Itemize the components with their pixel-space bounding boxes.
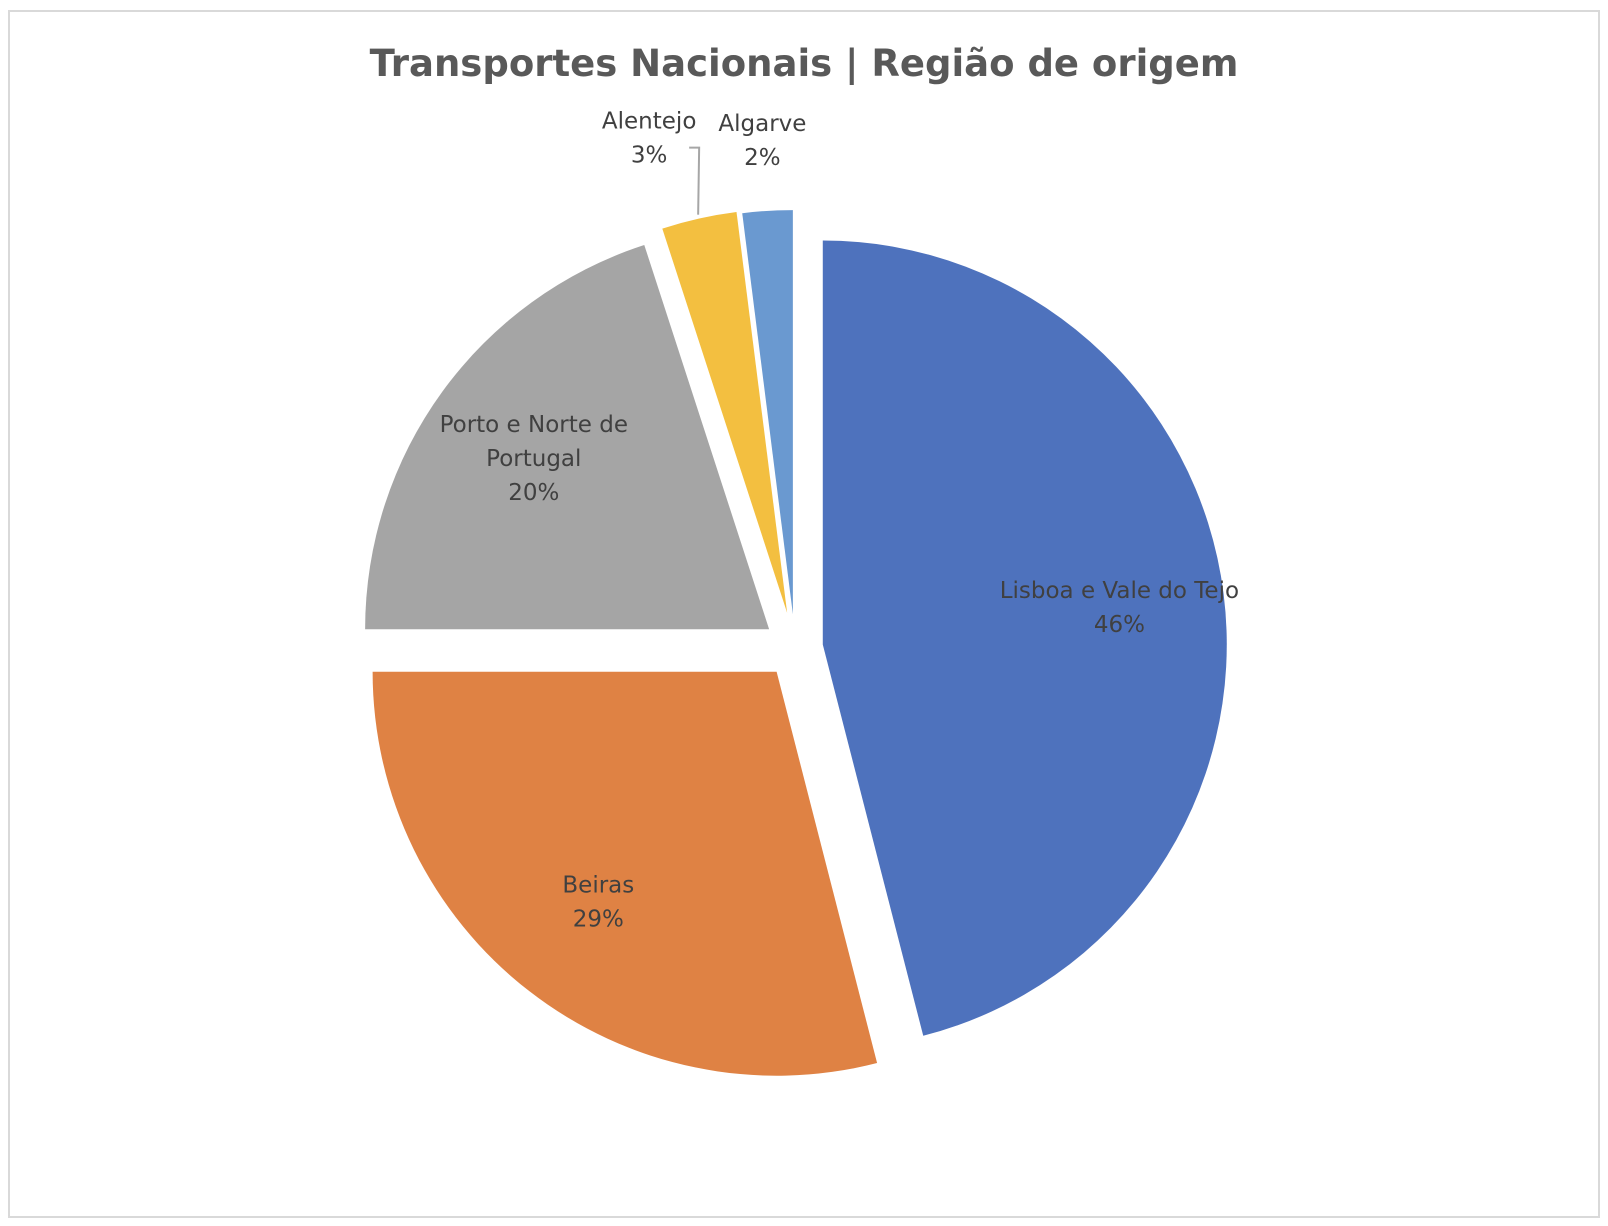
- pie-slice-porto-e-norte-de-portugal: [365, 244, 770, 630]
- data-label-beiras: Beiras 29%: [562, 873, 634, 933]
- data-label-alentejo: Alentejo 3%: [602, 109, 696, 169]
- leader-lines: [689, 146, 701, 215]
- pie-slice-beiras: [372, 671, 878, 1076]
- pie-slice-lisboa-e-vale-do-tejo: [822, 240, 1227, 1036]
- data-label-lisboa-e-vale-do-tejo: Lisboa e Vale do Tejo 46%: [1000, 578, 1239, 638]
- chart-title: Transportes Nacionais | Região de origem: [370, 42, 1239, 85]
- data-label-algarve: Algarve 2%: [718, 111, 806, 171]
- pie-slices: [365, 210, 1227, 1076]
- leader-line-alentejo: [689, 146, 701, 215]
- pie-slice-algarve: [742, 210, 793, 615]
- data-labels: Lisboa e Vale do Tejo 46% Beiras 29% Porto e…: [440, 109, 1239, 933]
- data-label-porto-e-norte-de-portugal: Porto e Norte de Portugal 20%: [440, 412, 628, 506]
- pie-slice-alentejo: [662, 212, 788, 613]
